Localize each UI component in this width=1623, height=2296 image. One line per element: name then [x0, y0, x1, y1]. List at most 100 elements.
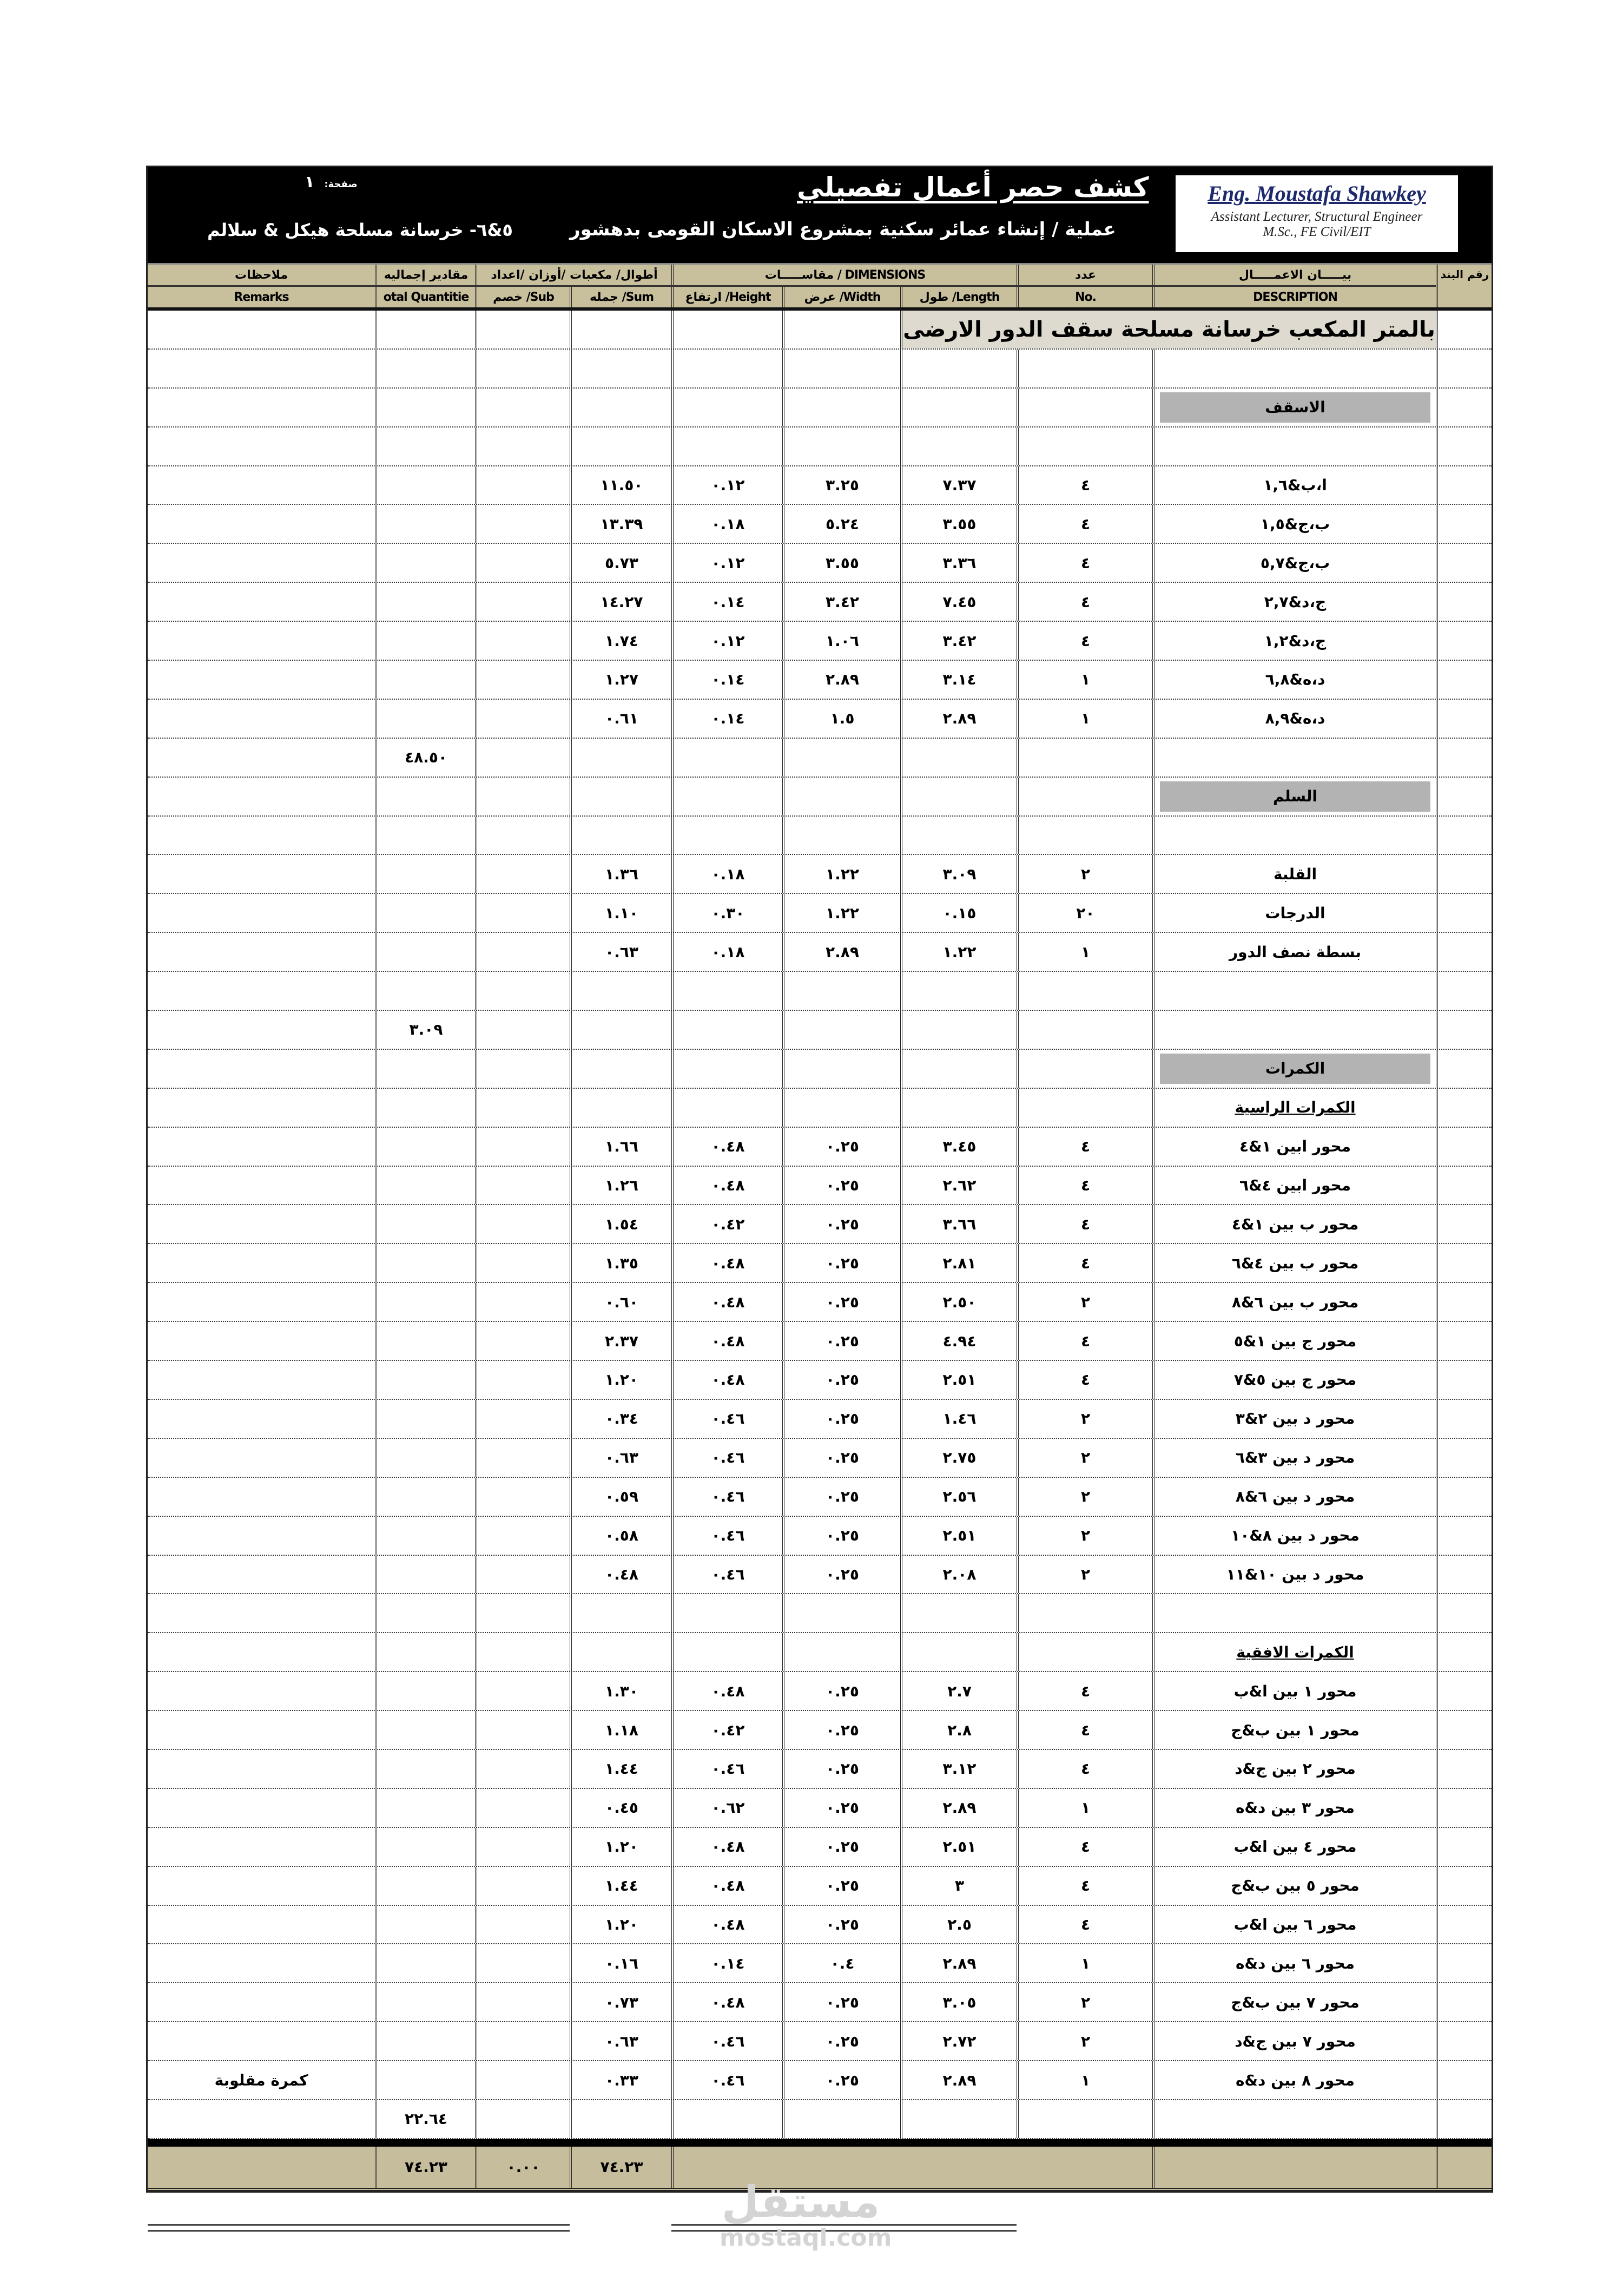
cell-sub: [475, 1322, 570, 1360]
cell-remarks: كمرة مقلوبة: [214, 2071, 308, 2089]
cell-width: [782, 1088, 900, 1127]
cell-remarks: [148, 1439, 375, 1477]
cell-sub: [475, 699, 570, 738]
cell-remarks: [148, 1711, 375, 1749]
cell-sum: ١٣.٣٩: [570, 505, 671, 543]
cell-sum: [570, 388, 671, 426]
cell-item: [1436, 1711, 1492, 1749]
cell-total: [375, 505, 475, 543]
cell-no: [1017, 349, 1152, 387]
table-row: ١.٣٦ ٠.١٨ ١.٢٢ ٣.٠٩ ٢ القلبة: [148, 855, 1492, 894]
table-row: ٠.٦١ ٠.١٤ ١.٥ ٢.٨٩ ١ د،ه&٨,٩: [148, 699, 1492, 739]
table-row: كمرة مقلوبة ٠.٣٣ ٠.٤٦ ٠.٢٥ ٢.٨٩ ١ محور ٨ بين د…: [148, 2061, 1492, 2100]
cell-item: [1436, 349, 1492, 387]
cell-total: [375, 1205, 475, 1244]
cell-length: ٢.٧: [900, 1672, 1017, 1711]
remarks-header: Remarks: [234, 290, 289, 304]
cell-no: ٢: [1017, 1283, 1152, 1321]
cell-sum: [570, 816, 671, 854]
empty-row: [148, 427, 1492, 466]
cell-total: ٢٢.٦٤: [375, 2100, 475, 2138]
cell-total: [375, 933, 475, 971]
cell-width: ٠.٢٥: [782, 2022, 900, 2061]
column-headers: ملاحظات مقادير إجماليه أطوال/ مكعبات /أو…: [148, 263, 1492, 311]
cell-height: ٠.٤٨: [671, 1672, 782, 1711]
cell-desc: محور ج بين ٥&٧: [1152, 1361, 1436, 1399]
work-section-name: ٥&٦- خرسانة مسلحة هيكل & سلالم: [207, 220, 513, 240]
cell-sub: [475, 1905, 570, 1944]
grand-total-sum: ٧٤.٢٣: [570, 2146, 671, 2188]
cell-total: [375, 544, 475, 582]
cell-width: ٥.٢٤: [782, 505, 900, 543]
cell-height: ٠.٤٨: [671, 1127, 782, 1166]
cell-height: ٠.٤٨: [671, 1361, 782, 1399]
cell-sub: [475, 1088, 570, 1127]
cell-height: [671, 349, 782, 387]
cell-height: ٠.٦٢: [671, 1788, 782, 1827]
cell-sum: ١.٧٤: [570, 622, 671, 660]
table-row: ١.١٨ ٠.٤٢ ٠.٢٥ ٢.٨ ٤ محور ١ بين ب&ج: [148, 1711, 1492, 1750]
cell-height: ٠.٤٨: [671, 1244, 782, 1282]
cell-sum: ٠.٦٣: [570, 933, 671, 971]
cell-remarks: [148, 389, 375, 426]
cell-sub: [475, 466, 570, 504]
grand-total-sub: ٠.٠٠: [475, 2146, 570, 2188]
cell-item: [1436, 505, 1492, 543]
remarks-header-ar: ملاحظات: [235, 268, 288, 282]
cell-width: ٠.٢٥: [782, 1866, 900, 1905]
cell-item: [1436, 1788, 1492, 1827]
cell-width: [782, 972, 900, 1010]
cell-remarks: [148, 1361, 375, 1399]
cell-total: [375, 699, 475, 738]
cell-desc: الكمرات الراسية: [1152, 1088, 1436, 1127]
cell-desc: [1152, 816, 1436, 854]
cell-desc: محور د بين ٦&٨: [1152, 1477, 1436, 1516]
cell-length: ٣.٤٢: [900, 622, 1017, 660]
table-row: ٠.٤٥ ٠.٦٢ ٠.٢٥ ٢.٨٩ ١ محور ٣ بين د&ه: [148, 1788, 1492, 1828]
cell-width: [782, 1594, 900, 1633]
quantity-sheet: صفحة: ١ كشف حصر أعمال تفصيلي عملية / إنش…: [146, 166, 1493, 2193]
cell-no: [1017, 816, 1152, 854]
cell-sum: ١.٣٦: [570, 855, 671, 893]
cell-length: ٢.٨٩: [900, 1944, 1017, 1983]
table-row: ١.٤٤ ٠.٤٦ ٠.٢٥ ٣.١٢ ٤ محور ٢ بين ج&د: [148, 1749, 1492, 1789]
cell-height: [671, 311, 782, 348]
cell-remarks: [148, 661, 375, 699]
cell-remarks: [148, 1867, 375, 1905]
subheading-row: الكمرات الافقية: [148, 1633, 1492, 1673]
section-heading: الكمرات: [1160, 1053, 1430, 1084]
signature-line-right: [671, 2224, 1017, 2232]
cell-width: [782, 1011, 900, 1049]
cell-desc: ج،د&٢,٧: [1152, 583, 1436, 621]
cell-remarks: [148, 1594, 375, 1632]
cell-desc: محور ١ بين ا&ب: [1152, 1672, 1436, 1711]
cell-desc: ا،ب&١,٦: [1152, 466, 1436, 504]
no-header-ar: عدد: [1017, 265, 1152, 285]
cell-width: ٣.٤٢: [782, 583, 900, 621]
cell-total: [375, 777, 475, 815]
cell-desc: محور ٤ بين ا&ب: [1152, 1827, 1436, 1866]
logo-role: Assistant Lecturer, Structural Engineer: [1211, 209, 1423, 224]
cell-item: [1436, 738, 1492, 777]
table-row: ١.٥٤ ٠.٤٢ ٠.٢٥ ٣.٦٦ ٤ محور ب بين ١&٤: [148, 1205, 1492, 1245]
cell-total: [375, 894, 475, 932]
cell-height: ٠.٤٨: [671, 1827, 782, 1866]
cell-sub: [475, 427, 570, 465]
section-title: بالمتر المكعب خرسانة مسلحة سقف الدور الا…: [900, 311, 1436, 348]
cell-remarks: [148, 1167, 375, 1205]
description-header-ar: بيـــــان الاعمـــــال: [1152, 265, 1436, 285]
cell-item: [1436, 1127, 1492, 1166]
cell-no: ٤: [1017, 1322, 1152, 1360]
cell-width: ٠.٢٥: [782, 1788, 900, 1827]
cell-width: ٠.٢٥: [782, 1555, 900, 1594]
cell-desc: بسطة نصف الدور: [1152, 933, 1436, 971]
table-row: ٠.٤٨ ٠.٤٦ ٠.٢٥ ٢.٠٨ ٢ محور د بين ١٠&١١: [148, 1555, 1492, 1595]
cell-height: [671, 1011, 782, 1049]
cell-no: ٤: [1017, 622, 1152, 660]
cell-total: [375, 1049, 475, 1088]
cell-no: ٢: [1017, 2022, 1152, 2061]
cell-desc: الاسقف: [1152, 388, 1436, 426]
cell-sub: [475, 622, 570, 660]
cell-remarks: [148, 1205, 375, 1243]
cell-width: ٠.٢٥: [782, 1905, 900, 1944]
